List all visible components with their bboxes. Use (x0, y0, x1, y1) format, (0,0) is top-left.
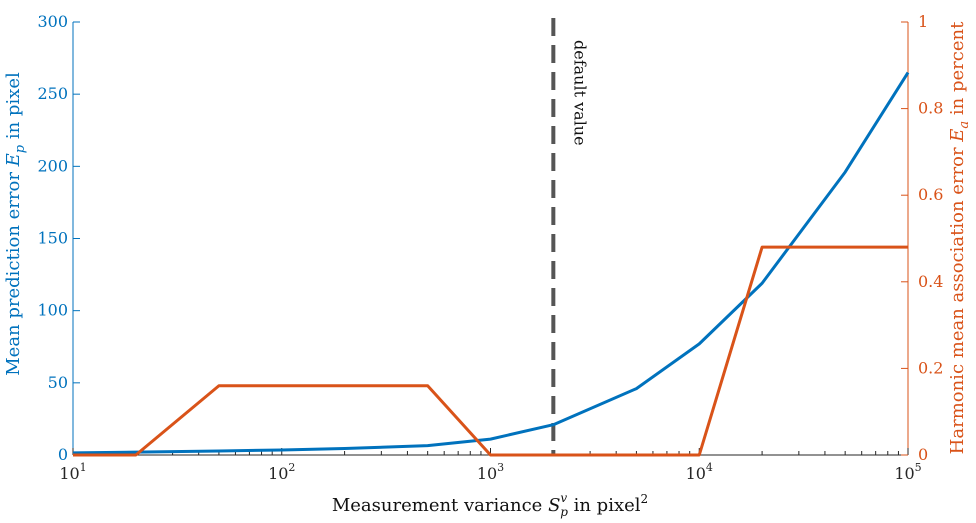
x-tick-label: 103 (477, 461, 504, 483)
y-right-tick-label: 1 (918, 12, 928, 31)
y-left-tick-label: 50 (48, 373, 68, 392)
x-axis-label-middle: in pixel (568, 495, 641, 516)
x-axis-label-subscript: p (560, 505, 568, 519)
y-axis-left-label-subscript: p (13, 144, 28, 153)
y-axis-left-label: Mean prediction error Ep in pixel (3, 72, 28, 376)
x-tick-exponent: 1 (80, 461, 87, 474)
x-axis-label-symbol: S (548, 495, 560, 516)
y-axis-left-label-symbol: E (3, 153, 24, 167)
x-tick-base: 10 (477, 464, 497, 483)
y-axis-right-label: Harmonic mean association error Ea in pe… (947, 21, 972, 454)
y-right-tick-label: 0 (918, 445, 928, 464)
y-left-tick-label: 150 (37, 229, 68, 248)
x-tick-exponent: 3 (497, 461, 504, 474)
x-tick-exponent: 5 (915, 461, 922, 474)
x-tick-base: 10 (686, 464, 706, 483)
default-value-label: default value (570, 40, 589, 146)
y-axis-right-label-symbol: E (947, 129, 968, 143)
y-right-tick-label: 0.6 (918, 185, 943, 204)
y-left-tick-label: 300 (37, 12, 68, 31)
x-tick-label: 101 (59, 461, 86, 483)
plot-area: 101 102 103 104 10505010015020025030000.20.4… (37, 12, 943, 483)
x-tick-base: 10 (59, 464, 79, 483)
x-tick-exponent: 2 (288, 461, 295, 474)
x-axis-label-exponent: 2 (641, 492, 649, 506)
x-tick-base: 10 (268, 464, 288, 483)
x-tick-label: 104 (686, 461, 713, 483)
y-axis-right-label-suffix: in percent (947, 21, 968, 121)
y-axis-right-label-prefix: Harmonic mean association error (947, 142, 968, 455)
x-tick-base: 10 (894, 464, 914, 483)
y-axis-left-label-prefix: Mean prediction error (3, 166, 24, 375)
x-axis-label: Measurement variance Sv p in pixel2 (332, 491, 648, 519)
y-right-tick-label: 0.8 (918, 99, 943, 118)
y-right-tick-label: 0.2 (918, 358, 943, 377)
x-tick-label: 105 (894, 461, 921, 483)
x-axis-label-superscript: v (560, 491, 567, 505)
x-tick-exponent: 4 (706, 461, 713, 474)
y-left-tick-label: 100 (37, 301, 68, 320)
y-left-tick-label: 250 (37, 84, 68, 103)
y-right-tick-label: 0.4 (918, 272, 943, 291)
x-tick-label: 102 (268, 461, 295, 483)
y-axis-left-label-suffix: in pixel (3, 72, 24, 145)
x-axis-label-prefix: Measurement variance (332, 495, 548, 516)
y-left-tick-label: 200 (37, 156, 68, 175)
y-axis-right-label-subscript: a (957, 121, 972, 129)
y-left-tick-label: 0 (58, 445, 68, 464)
